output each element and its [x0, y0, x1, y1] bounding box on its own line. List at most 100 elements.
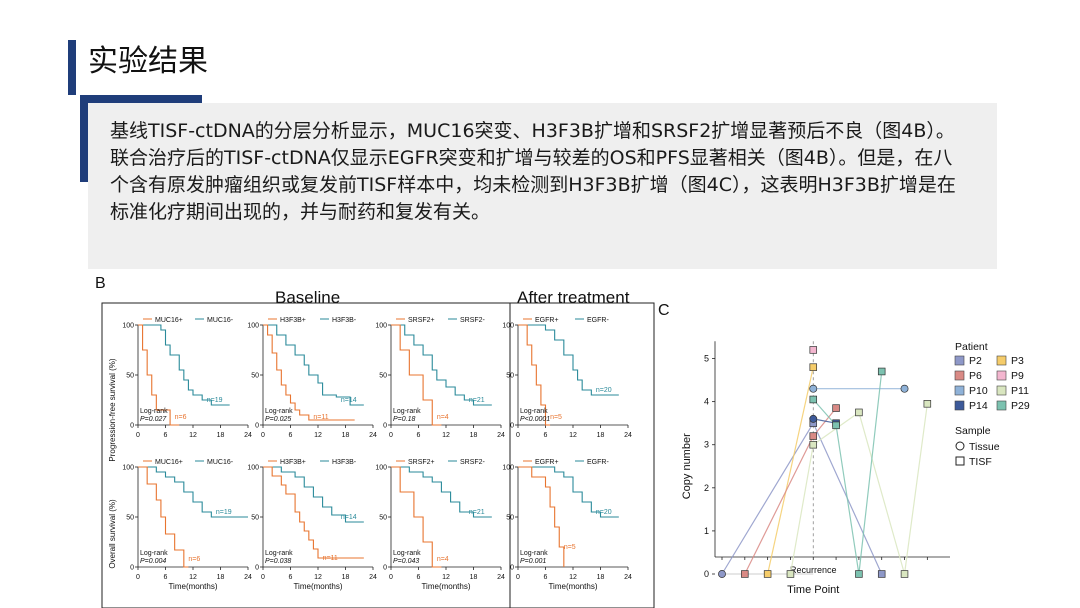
km-os-4-legend-neg: EGFR- — [587, 459, 609, 466]
km-os-3-n-neg: n=21 — [469, 509, 485, 516]
km-os-4-n-pos: n=5 — [564, 544, 576, 551]
summary-accent-top — [80, 95, 202, 103]
km-pfs-1-x-tick-label: 0 — [136, 432, 140, 439]
legend-patient-title: Patient — [955, 341, 988, 353]
legend-swatch-p6 — [954, 370, 965, 381]
km-pfs-1-legend-pos: MUC16+ — [155, 317, 183, 324]
km-os-3-xlabel: Time(months) — [421, 582, 470, 591]
panel-c-xlabel: Time Point — [787, 584, 839, 596]
km-os-2-x-tick-label: 6 — [289, 574, 293, 581]
panel-c-y-tick-label: 0 — [704, 569, 709, 579]
km-os-1-x-tick-label: 24 — [244, 574, 252, 581]
km-pfs-4-x-tick-label: 0 — [516, 432, 520, 439]
km-os-2-legend-neg: H3F3B- — [332, 459, 357, 466]
panel-c-y-tick-label: 2 — [704, 483, 709, 493]
km-os-2-n-pos: n=11 — [323, 555, 338, 562]
legend-swatch-p2 — [954, 355, 965, 366]
km-os-4-y-tick-label: 100 — [502, 465, 514, 472]
km-os-1-logrank-label: Log-rank — [140, 550, 168, 557]
km-os-3-y-tick-label: 50 — [379, 515, 387, 522]
km-os-1-y-tick-label: 0 — [130, 565, 134, 572]
km-os-1-n-pos: n=6 — [188, 556, 200, 563]
km-os-4-x-tick-label: 0 — [516, 574, 520, 581]
km-os-2-p-value: P=0.038 — [265, 558, 291, 565]
km-os-3-x-tick-label: 12 — [442, 574, 450, 581]
point-p29 — [809, 395, 818, 404]
km-pfs-1-n-neg: n=19 — [207, 397, 223, 404]
km-os-2-x-tick-label: 0 — [261, 574, 265, 581]
km-os-2-x-tick-label: 12 — [314, 574, 322, 581]
km-os-1-x-tick-label: 0 — [136, 574, 140, 581]
km-pfs-3-curve-neg — [391, 324, 492, 406]
km-os-4-x-tick-label: 18 — [597, 574, 605, 581]
km-os-1-curve-pos — [138, 466, 189, 568]
km-os-4-logrank-label: Log-rank — [520, 550, 548, 557]
km-pfs-1-y-tick-label: 0 — [130, 423, 134, 430]
km-os-2-y-tick-label: 100 — [247, 465, 259, 472]
point-p3 — [763, 570, 772, 578]
km-pfs-2-y-tick-label: 100 — [247, 323, 259, 330]
km-pfs-4-x-tick-label: 18 — [597, 432, 605, 439]
km-os-3-n-pos: n=4 — [437, 556, 449, 563]
km-os-1-x-tick-label: 12 — [189, 574, 197, 581]
point-p29 — [877, 367, 886, 376]
legend-sample-tissue: Tissue — [969, 441, 1000, 453]
pfs-ylabel: Progression-free survival (%) — [108, 358, 117, 461]
legend-label-p11: P11 — [1011, 385, 1029, 397]
km-pfs-2-x-tick-label: 6 — [289, 432, 293, 439]
km-pfs-3-p-value: P=0.18 — [393, 416, 415, 423]
km-pfs-4-curve-pos — [518, 324, 551, 426]
legend-label-p6: P6 — [969, 370, 982, 382]
point-p11 — [900, 570, 909, 578]
km-pfs-1-legend-neg: MUC16- — [207, 317, 234, 324]
point-p2 — [718, 570, 726, 578]
km-pfs-3-x-tick-label: 24 — [497, 432, 505, 439]
km-os-3-x-tick-label: 6 — [417, 574, 421, 581]
after-treatment-frame — [509, 302, 655, 608]
km-pfs-2-logrank-label: Log-rank — [265, 408, 293, 415]
km-os-2-logrank-label: Log-rank — [265, 550, 293, 557]
km-pfs-1-y-tick-label: 100 — [122, 323, 134, 330]
km-pfs-4-curve-neg — [518, 324, 619, 396]
km-os-1-n-neg: n=19 — [216, 509, 232, 516]
point-p6 — [832, 404, 840, 412]
legend-shape-square — [955, 456, 965, 466]
km-pfs-3-legend-neg: SRSF2- — [460, 317, 486, 324]
km-pfs-2-curve-neg — [263, 324, 364, 406]
km-pfs-2-n-pos: n=11 — [313, 414, 328, 421]
km-pfs-1-x-tick-label: 24 — [244, 432, 252, 439]
km-os-2-y-tick-label: 0 — [255, 565, 259, 572]
results-figure: B Baseline After treatment Progression-free… — [95, 275, 1030, 608]
legend-label-p10: P10 — [969, 385, 988, 397]
legend-sample-tisf: TISF — [969, 456, 992, 468]
km-os-4-y-tick-label: 0 — [510, 565, 514, 572]
km-pfs-3-x-tick-label: 18 — [470, 432, 478, 439]
summary-accent-left — [80, 95, 88, 182]
km-os-4-x-tick-label: 24 — [624, 574, 632, 581]
km-pfs-1-x-tick-label: 6 — [164, 432, 168, 439]
km-os-2-y-tick-label: 50 — [251, 515, 259, 522]
legend-swatch-p10 — [954, 385, 965, 396]
km-os-3-legend-pos: SRSF2+ — [408, 459, 435, 466]
km-pfs-2-legend-neg: H3F3B- — [332, 317, 357, 324]
km-pfs-3-curve-pos — [391, 324, 442, 426]
km-pfs-3-x-tick-label: 12 — [442, 432, 450, 439]
km-pfs-1-curve-neg — [138, 324, 230, 406]
km-pfs-3-x-tick-label: 6 — [417, 432, 421, 439]
km-pfs-3-x-tick-label: 0 — [389, 432, 393, 439]
legend-label-p9: P9 — [1011, 370, 1024, 382]
km-os-1-legend-neg: MUC16- — [207, 459, 234, 466]
km-os-3-curve-pos — [391, 466, 442, 568]
km-pfs-3-y-tick-label: 100 — [375, 323, 387, 330]
km-pfs-1-curve-pos — [138, 324, 180, 426]
km-pfs-1-x-tick-label: 12 — [189, 432, 197, 439]
km-pfs-1-p-value: P=0.027 — [140, 416, 167, 423]
km-pfs-4-n-pos: n=5 — [550, 414, 562, 421]
km-pfs-4-logrank-label: Log-rank — [520, 408, 548, 415]
km-os-3-p-value: P=0.043 — [393, 558, 419, 565]
km-os-4-legend-pos: EGFR+ — [535, 459, 559, 466]
page-title: 实验结果 — [88, 44, 208, 79]
km-pfs-4-legend-pos: EGFR+ — [535, 317, 559, 324]
panel-c-y-tick-label: 5 — [704, 354, 709, 364]
km-os-3-legend-neg: SRSF2- — [460, 459, 486, 466]
